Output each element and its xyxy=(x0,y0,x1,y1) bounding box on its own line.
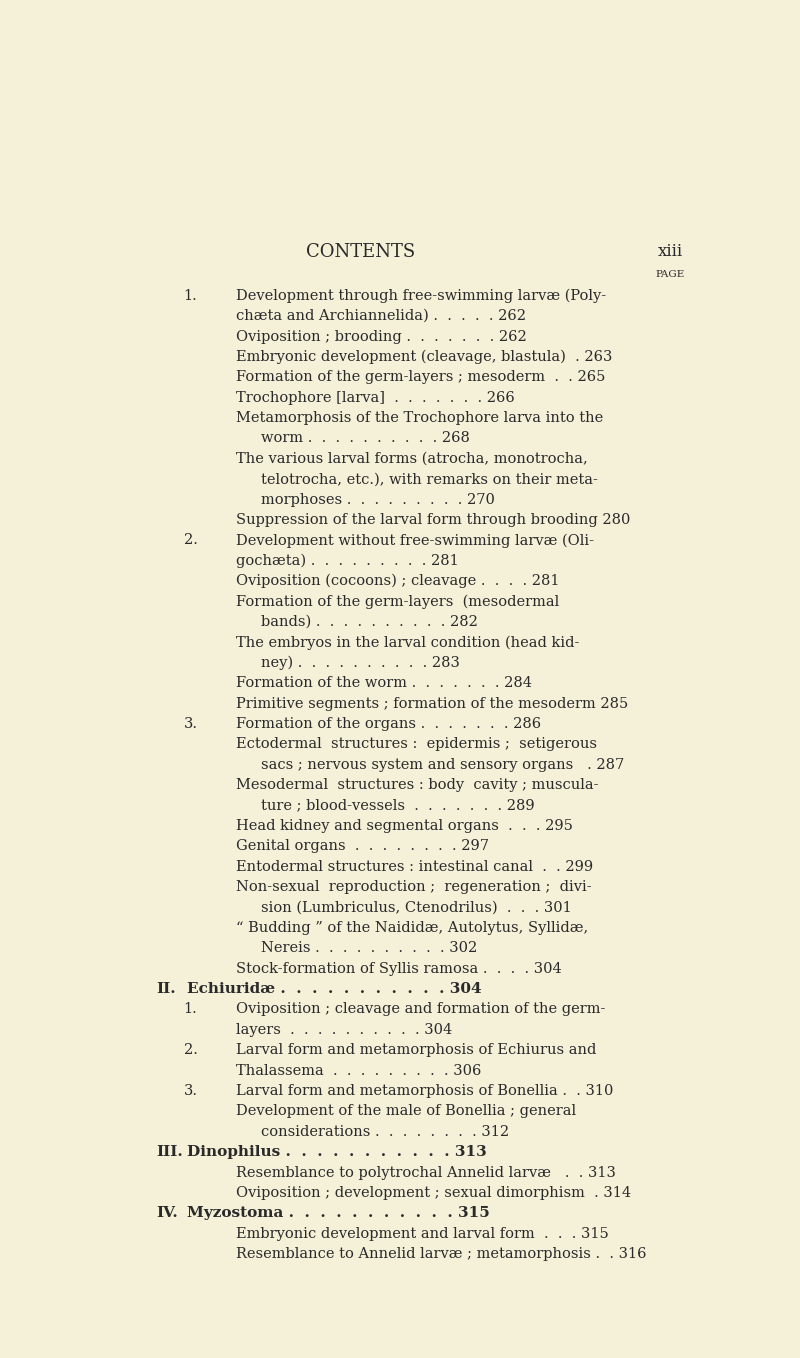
Text: II.: II. xyxy=(156,982,175,995)
Text: Larval form and metamorphosis of Bonellia .  . 310: Larval form and metamorphosis of Bonelli… xyxy=(237,1084,614,1099)
Text: Oviposition ; development ; sexual dimorphism  . 314: Oviposition ; development ; sexual dimor… xyxy=(237,1186,631,1200)
Text: Formation of the germ-layers  (mesodermal: Formation of the germ-layers (mesodermal xyxy=(237,595,560,608)
Text: Suppression of the larval form through brooding 280: Suppression of the larval form through b… xyxy=(237,513,630,527)
Text: 2.: 2. xyxy=(184,534,198,547)
Text: Head kidney and segmental organs  .  .  . 295: Head kidney and segmental organs . . . 2… xyxy=(237,819,574,832)
Text: Larval form and metamorphosis of Echiurus and: Larval form and metamorphosis of Echiuru… xyxy=(237,1043,597,1057)
Text: 1.: 1. xyxy=(184,289,198,303)
Text: telotrocha, etc.), with remarks on their meta-: telotrocha, etc.), with remarks on their… xyxy=(262,473,598,486)
Text: Echiuridæ .  .  .  .  .  .  .  .  .  .  . 304: Echiuridæ . . . . . . . . . . . 304 xyxy=(187,982,482,995)
Text: Oviposition (cocoons) ; cleavage .  .  .  . 281: Oviposition (cocoons) ; cleavage . . . .… xyxy=(237,574,560,588)
Text: The embryos in the larval condition (head kid-: The embryos in the larval condition (hea… xyxy=(237,636,580,649)
Text: Genital organs  .  .  .  .  .  .  .  . 297: Genital organs . . . . . . . . 297 xyxy=(237,839,490,853)
Text: Formation of the worm .  .  .  .  .  .  . 284: Formation of the worm . . . . . . . 284 xyxy=(237,676,533,690)
Text: 3.: 3. xyxy=(184,717,198,731)
Text: CONTENTS: CONTENTS xyxy=(306,243,415,261)
Text: IV.: IV. xyxy=(156,1206,178,1221)
Text: sacs ; nervous system and sensory organs   . 287: sacs ; nervous system and sensory organs… xyxy=(262,758,625,771)
Text: III.: III. xyxy=(156,1145,182,1160)
Text: layers  .  .  .  .  .  .  .  .  .  . 304: layers . . . . . . . . . . 304 xyxy=(237,1023,453,1036)
Text: morphoses .  .  .  .  .  .  .  .  . 270: morphoses . . . . . . . . . 270 xyxy=(262,493,495,507)
Text: Myzostoma .  .  .  .  .  .  .  .  .  .  . 315: Myzostoma . . . . . . . . . . . 315 xyxy=(187,1206,490,1221)
Text: Development of the male of Bonellia ; general: Development of the male of Bonellia ; ge… xyxy=(237,1104,577,1119)
Text: Stock-formation of Syllis ramosa .  .  .  . 304: Stock-formation of Syllis ramosa . . . .… xyxy=(237,961,562,975)
Text: 2.: 2. xyxy=(184,1043,198,1057)
Text: Trochophore [larva]  .  .  .  .  .  .  . 266: Trochophore [larva] . . . . . . . 266 xyxy=(237,391,515,405)
Text: Ectodermal  structures :  epidermis ;  setigerous: Ectodermal structures : epidermis ; seti… xyxy=(237,737,598,751)
Text: Embryonic development (cleavage, blastula)  . 263: Embryonic development (cleavage, blastul… xyxy=(237,350,613,364)
Text: bands) .  .  .  .  .  .  .  .  .  . 282: bands) . . . . . . . . . . 282 xyxy=(262,615,478,629)
Text: gochæta) .  .  .  .  .  .  .  .  . 281: gochæta) . . . . . . . . . 281 xyxy=(237,554,459,568)
Text: xiii: xiii xyxy=(658,243,683,261)
Text: Dinophilus .  .  .  .  .  .  .  .  .  .  . 313: Dinophilus . . . . . . . . . . . 313 xyxy=(187,1145,486,1160)
Text: ture ; blood-vessels  .  .  .  .  .  .  . 289: ture ; blood-vessels . . . . . . . 289 xyxy=(262,799,535,812)
Text: considerations .  .  .  .  .  .  .  . 312: considerations . . . . . . . . 312 xyxy=(262,1124,510,1139)
Text: Non-sexual  reproduction ;  regeneration ;  divi-: Non-sexual reproduction ; regeneration ;… xyxy=(237,880,592,894)
Text: Thalassema  .  .  .  .  .  .  .  .  . 306: Thalassema . . . . . . . . . 306 xyxy=(237,1063,482,1078)
Text: Development without free-swimming larvæ (Oli-: Development without free-swimming larvæ … xyxy=(237,534,594,547)
Text: “ Budding ” of the Naididæ, Autolytus, Syllidæ,: “ Budding ” of the Naididæ, Autolytus, S… xyxy=(237,921,589,934)
Text: Embryonic development and larval form  .  .  . 315: Embryonic development and larval form . … xyxy=(237,1226,609,1241)
Text: Resemblance to polytrochal Annelid larvæ   .  . 313: Resemblance to polytrochal Annelid larvæ… xyxy=(237,1165,616,1180)
Text: Oviposition ; cleavage and formation of the germ-: Oviposition ; cleavage and formation of … xyxy=(237,1002,606,1016)
Text: Nereis .  .  .  .  .  .  .  .  .  . 302: Nereis . . . . . . . . . . 302 xyxy=(262,941,478,955)
Text: The various larval forms (atrocha, monotrocha,: The various larval forms (atrocha, monot… xyxy=(237,452,588,466)
Text: Development through free-swimming larvæ (Poly-: Development through free-swimming larvæ … xyxy=(237,288,606,303)
Text: Entodermal structures : intestinal canal  .  . 299: Entodermal structures : intestinal canal… xyxy=(237,860,594,873)
Text: Resemblance to Annelid larvæ ; metamorphosis .  . 316: Resemblance to Annelid larvæ ; metamorph… xyxy=(237,1247,647,1262)
Text: 3.: 3. xyxy=(184,1084,198,1099)
Text: Metamorphosis of the Trochophore larva into the: Metamorphosis of the Trochophore larva i… xyxy=(237,411,604,425)
Text: Oviposition ; brooding .  .  .  .  .  .  . 262: Oviposition ; brooding . . . . . . . 262 xyxy=(237,330,527,344)
Text: Formation of the organs .  .  .  .  .  .  . 286: Formation of the organs . . . . . . . 28… xyxy=(237,717,542,731)
Text: ney) .  .  .  .  .  .  .  .  .  . 283: ney) . . . . . . . . . . 283 xyxy=(262,656,460,669)
Text: sion (Lumbriculus, Ctenodrilus)  .  .  . 301: sion (Lumbriculus, Ctenodrilus) . . . 30… xyxy=(262,900,572,914)
Text: Primitive segments ; formation of the mesoderm 285: Primitive segments ; formation of the me… xyxy=(237,697,629,710)
Text: worm .  .  .  .  .  .  .  .  .  . 268: worm . . . . . . . . . . 268 xyxy=(262,432,470,445)
Text: chæta and Archiannelida) .  .  .  .  . 262: chæta and Archiannelida) . . . . . 262 xyxy=(237,310,526,323)
Text: PAGE: PAGE xyxy=(656,270,685,280)
Text: Mesodermal  structures : body  cavity ; muscula-: Mesodermal structures : body cavity ; mu… xyxy=(237,778,599,792)
Text: Formation of the germ-layers ; mesoderm  .  . 265: Formation of the germ-layers ; mesoderm … xyxy=(237,371,606,384)
Text: 1.: 1. xyxy=(184,1002,198,1016)
